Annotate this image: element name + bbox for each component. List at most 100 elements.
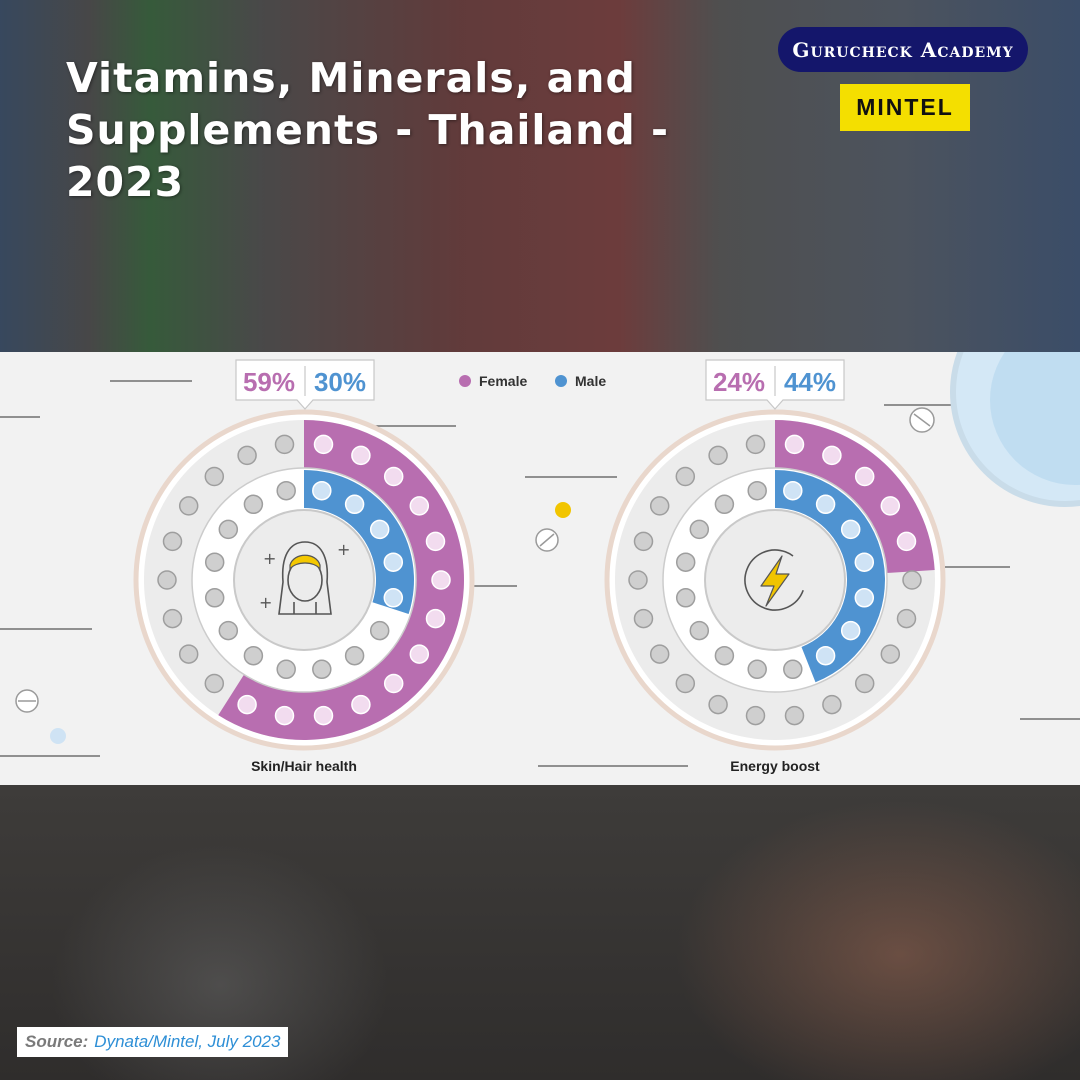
- pill-dot: [157, 570, 177, 590]
- pill-dot: [649, 496, 670, 516]
- pill-dot: [633, 608, 654, 629]
- source-label: Source:: [25, 1032, 89, 1051]
- pill-dot: [178, 644, 199, 664]
- pill-dot: [237, 445, 257, 466]
- pill-dot: [854, 673, 875, 694]
- pill-dot: [840, 620, 861, 641]
- pill-dot: [351, 445, 371, 466]
- pill-dot: [708, 445, 728, 466]
- pill-dot: [822, 445, 842, 466]
- chart-label: Energy boost: [730, 758, 820, 774]
- svg-text:+: +: [259, 593, 272, 612]
- pill-dot: [313, 705, 334, 726]
- pill-dot: [902, 570, 922, 590]
- pill-dot: [628, 570, 648, 590]
- pill-dot: [714, 645, 735, 666]
- pill-dot: [218, 620, 239, 641]
- pill-dot: [633, 531, 654, 552]
- pill-dot: [312, 659, 332, 680]
- pill-dot: [243, 645, 264, 666]
- female-ring-segment: [775, 420, 935, 573]
- pill-dot: [178, 496, 199, 516]
- pill-dot: [689, 519, 710, 540]
- yellow-pill-icon: [555, 502, 571, 518]
- source-citation: Source: Dynata/Mintel, July 2023: [17, 1027, 289, 1057]
- male-value-label: 44%: [784, 367, 836, 397]
- pill-dot: [425, 608, 446, 629]
- pill-dot: [675, 588, 696, 608]
- infographic-panel: Female Male 59% 30% Skin/Hair health + +…: [0, 352, 1080, 785]
- page-title: Vitamins, Minerals, and Supplements - Th…: [66, 54, 669, 206]
- pill-dot: [689, 620, 710, 641]
- pill-dot: [747, 659, 767, 680]
- chart-energy-boost: 24% 44% Energy boost: [604, 359, 946, 774]
- pill-dot: [237, 694, 257, 715]
- blue-pill-icon: [50, 728, 66, 744]
- pill-dot: [344, 494, 365, 515]
- value-callout: 24% 44%: [705, 359, 845, 410]
- pill-dot: [162, 608, 183, 629]
- decorative-pills: [15, 352, 1080, 744]
- pill-dot: [854, 552, 875, 572]
- source-value: Dynata/Mintel, July 2023: [94, 1032, 281, 1051]
- pill-dot: [409, 496, 430, 516]
- pill-dot: [369, 620, 390, 641]
- svg-text:+: +: [337, 540, 350, 559]
- pill-dot: [218, 519, 239, 540]
- pill-dot: [409, 644, 430, 664]
- pill-dot: [204, 588, 225, 608]
- brand-badge: Gurucheck Academy: [778, 27, 1028, 72]
- chart-label: Skin/Hair health: [251, 758, 357, 774]
- pill-dot: [815, 645, 836, 666]
- svg-text:+: +: [263, 549, 276, 568]
- pill-score: [539, 533, 555, 547]
- pill-dot: [649, 644, 670, 664]
- pill-dot: [745, 705, 766, 726]
- pill-dot: [313, 434, 334, 455]
- pill-dot: [274, 434, 295, 455]
- lightning-bolt-icon: [744, 549, 806, 611]
- chart-legend: Female Male: [459, 373, 606, 389]
- pill-dot: [431, 570, 451, 590]
- pill-dot: [840, 519, 861, 540]
- pill-dot: [675, 673, 696, 694]
- legend-male-swatch: [555, 375, 567, 387]
- pill-dot: [783, 480, 803, 501]
- pill-dot: [351, 694, 371, 715]
- female-value-label: 24%: [713, 367, 765, 397]
- pill-dot: [784, 434, 805, 455]
- pill-dot: [854, 466, 875, 487]
- pill-dot: [815, 494, 836, 515]
- pill-dot: [747, 480, 767, 501]
- pill-dot: [896, 608, 917, 629]
- pill-dot: [714, 494, 735, 515]
- pill-dot: [344, 645, 365, 666]
- pill-dot: [274, 705, 295, 726]
- legend-male-label: Male: [575, 373, 606, 389]
- pill-dot: [162, 531, 183, 552]
- pill-dot: [204, 466, 225, 487]
- pill-dot: [745, 434, 766, 455]
- pill-score: [913, 413, 931, 427]
- pill-dot: [204, 673, 225, 694]
- mintel-logo-text: MINTEL: [856, 94, 954, 120]
- pill-dot: [383, 552, 404, 572]
- pill-dot: [276, 659, 296, 680]
- pill-dot: [880, 496, 901, 516]
- pill-dot: [854, 588, 875, 608]
- male-ring-segment: [304, 470, 415, 614]
- chart-skin-hair-health: 59% 30% Skin/Hair health + + +: [133, 359, 475, 774]
- value-callout: 59% 30%: [235, 359, 375, 410]
- infographic-svg: Female Male 59% 30% Skin/Hair health + +…: [0, 352, 1080, 774]
- pill-dot: [822, 694, 842, 715]
- pill-dot: [896, 531, 917, 552]
- pill-dot: [675, 552, 696, 572]
- pill-dot: [312, 480, 332, 501]
- legend-female-label: Female: [479, 373, 527, 389]
- pill-dot: [383, 466, 404, 487]
- male-value-label: 30%: [314, 367, 366, 397]
- pill-dot: [369, 519, 390, 540]
- pill-dot: [784, 705, 805, 726]
- female-ring-segment: [218, 420, 465, 740]
- pill-dot: [675, 466, 696, 487]
